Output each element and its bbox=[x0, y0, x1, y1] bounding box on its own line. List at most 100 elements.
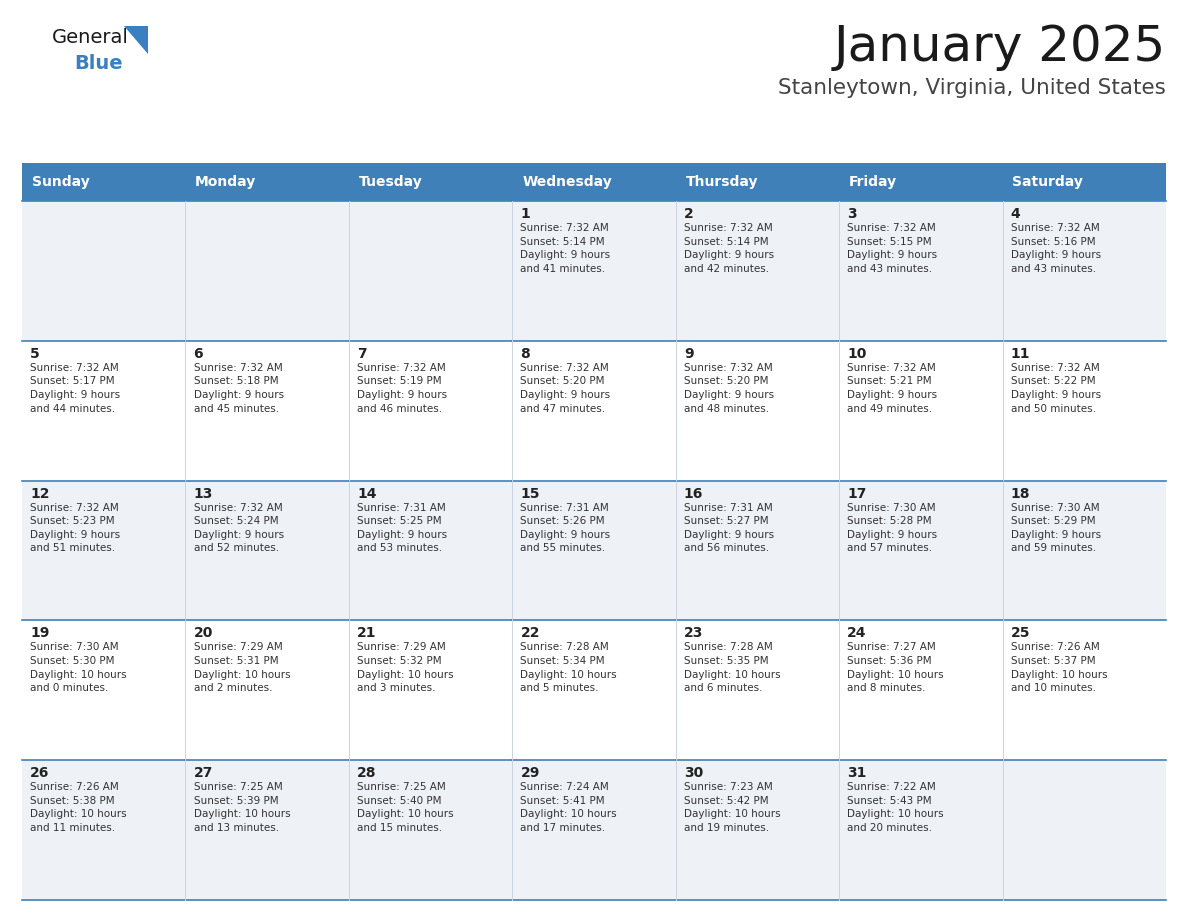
Text: 4: 4 bbox=[1011, 207, 1020, 221]
Bar bbox=[839, 621, 1003, 760]
Text: Sunrise: 7:32 AM
Sunset: 5:24 PM
Daylight: 9 hours
and 52 minutes.: Sunrise: 7:32 AM Sunset: 5:24 PM Dayligh… bbox=[194, 502, 284, 554]
Text: Sunrise: 7:29 AM
Sunset: 5:31 PM
Daylight: 10 hours
and 2 minutes.: Sunrise: 7:29 AM Sunset: 5:31 PM Dayligh… bbox=[194, 643, 290, 693]
Text: 31: 31 bbox=[847, 767, 867, 780]
Text: Sunrise: 7:28 AM
Sunset: 5:34 PM
Daylight: 10 hours
and 5 minutes.: Sunrise: 7:28 AM Sunset: 5:34 PM Dayligh… bbox=[520, 643, 617, 693]
Text: Sunrise: 7:32 AM
Sunset: 5:18 PM
Daylight: 9 hours
and 45 minutes.: Sunrise: 7:32 AM Sunset: 5:18 PM Dayligh… bbox=[194, 363, 284, 414]
Bar bbox=[512, 341, 676, 481]
Text: 1: 1 bbox=[520, 207, 530, 221]
Text: Sunrise: 7:32 AM
Sunset: 5:14 PM
Daylight: 9 hours
and 41 minutes.: Sunrise: 7:32 AM Sunset: 5:14 PM Dayligh… bbox=[520, 223, 611, 274]
Bar bbox=[839, 481, 1003, 621]
Text: 22: 22 bbox=[520, 626, 541, 641]
Bar bbox=[512, 163, 676, 201]
Text: 11: 11 bbox=[1011, 347, 1030, 361]
Text: Sunrise: 7:30 AM
Sunset: 5:28 PM
Daylight: 9 hours
and 57 minutes.: Sunrise: 7:30 AM Sunset: 5:28 PM Dayligh… bbox=[847, 502, 937, 554]
Bar bbox=[349, 481, 512, 621]
Bar bbox=[185, 163, 349, 201]
Bar bbox=[1003, 760, 1165, 900]
Text: 16: 16 bbox=[684, 487, 703, 500]
Bar bbox=[676, 481, 839, 621]
Bar bbox=[1003, 481, 1165, 621]
Bar bbox=[349, 201, 512, 341]
Text: Sunrise: 7:27 AM
Sunset: 5:36 PM
Daylight: 10 hours
and 8 minutes.: Sunrise: 7:27 AM Sunset: 5:36 PM Dayligh… bbox=[847, 643, 944, 693]
Text: January 2025: January 2025 bbox=[834, 23, 1165, 71]
Text: 18: 18 bbox=[1011, 487, 1030, 500]
Text: 7: 7 bbox=[358, 347, 367, 361]
Text: 6: 6 bbox=[194, 347, 203, 361]
Bar bbox=[676, 201, 839, 341]
Text: 3: 3 bbox=[847, 207, 857, 221]
Text: 29: 29 bbox=[520, 767, 539, 780]
Bar bbox=[839, 760, 1003, 900]
Text: 9: 9 bbox=[684, 347, 694, 361]
Bar bbox=[23, 760, 185, 900]
Bar bbox=[185, 760, 349, 900]
Text: Sunrise: 7:24 AM
Sunset: 5:41 PM
Daylight: 10 hours
and 17 minutes.: Sunrise: 7:24 AM Sunset: 5:41 PM Dayligh… bbox=[520, 782, 617, 833]
Text: Sunrise: 7:30 AM
Sunset: 5:30 PM
Daylight: 10 hours
and 0 minutes.: Sunrise: 7:30 AM Sunset: 5:30 PM Dayligh… bbox=[30, 643, 127, 693]
Text: Sunrise: 7:32 AM
Sunset: 5:23 PM
Daylight: 9 hours
and 51 minutes.: Sunrise: 7:32 AM Sunset: 5:23 PM Dayligh… bbox=[30, 502, 120, 554]
Text: 15: 15 bbox=[520, 487, 541, 500]
Text: Sunrise: 7:32 AM
Sunset: 5:17 PM
Daylight: 9 hours
and 44 minutes.: Sunrise: 7:32 AM Sunset: 5:17 PM Dayligh… bbox=[30, 363, 120, 414]
Polygon shape bbox=[124, 26, 148, 54]
Text: Sunrise: 7:32 AM
Sunset: 5:22 PM
Daylight: 9 hours
and 50 minutes.: Sunrise: 7:32 AM Sunset: 5:22 PM Dayligh… bbox=[1011, 363, 1101, 414]
Text: 28: 28 bbox=[358, 767, 377, 780]
Text: 2: 2 bbox=[684, 207, 694, 221]
Text: Sunday: Sunday bbox=[32, 175, 89, 189]
Text: Sunrise: 7:32 AM
Sunset: 5:14 PM
Daylight: 9 hours
and 42 minutes.: Sunrise: 7:32 AM Sunset: 5:14 PM Dayligh… bbox=[684, 223, 775, 274]
Text: Blue: Blue bbox=[74, 54, 122, 73]
Text: 10: 10 bbox=[847, 347, 867, 361]
Text: 21: 21 bbox=[358, 626, 377, 641]
Text: General: General bbox=[52, 28, 128, 47]
Text: Monday: Monday bbox=[195, 175, 257, 189]
Text: Wednesday: Wednesday bbox=[522, 175, 612, 189]
Bar bbox=[1003, 341, 1165, 481]
Text: Sunrise: 7:31 AM
Sunset: 5:25 PM
Daylight: 9 hours
and 53 minutes.: Sunrise: 7:31 AM Sunset: 5:25 PM Dayligh… bbox=[358, 502, 447, 554]
Bar bbox=[1003, 163, 1165, 201]
Bar bbox=[23, 621, 185, 760]
Text: Thursday: Thursday bbox=[685, 175, 758, 189]
Bar bbox=[185, 621, 349, 760]
Bar bbox=[23, 163, 185, 201]
Text: Sunrise: 7:25 AM
Sunset: 5:39 PM
Daylight: 10 hours
and 13 minutes.: Sunrise: 7:25 AM Sunset: 5:39 PM Dayligh… bbox=[194, 782, 290, 833]
Text: 14: 14 bbox=[358, 487, 377, 500]
Bar bbox=[1003, 201, 1165, 341]
Text: Sunrise: 7:32 AM
Sunset: 5:21 PM
Daylight: 9 hours
and 49 minutes.: Sunrise: 7:32 AM Sunset: 5:21 PM Dayligh… bbox=[847, 363, 937, 414]
Text: Sunrise: 7:25 AM
Sunset: 5:40 PM
Daylight: 10 hours
and 15 minutes.: Sunrise: 7:25 AM Sunset: 5:40 PM Dayligh… bbox=[358, 782, 454, 833]
Text: 20: 20 bbox=[194, 626, 213, 641]
Bar bbox=[1003, 621, 1165, 760]
Text: 26: 26 bbox=[30, 767, 50, 780]
Text: Sunrise: 7:31 AM
Sunset: 5:26 PM
Daylight: 9 hours
and 55 minutes.: Sunrise: 7:31 AM Sunset: 5:26 PM Dayligh… bbox=[520, 502, 611, 554]
Text: Friday: Friday bbox=[849, 175, 897, 189]
Text: Sunrise: 7:29 AM
Sunset: 5:32 PM
Daylight: 10 hours
and 3 minutes.: Sunrise: 7:29 AM Sunset: 5:32 PM Dayligh… bbox=[358, 643, 454, 693]
Text: 30: 30 bbox=[684, 767, 703, 780]
Text: 24: 24 bbox=[847, 626, 867, 641]
Bar bbox=[839, 163, 1003, 201]
Text: Sunrise: 7:23 AM
Sunset: 5:42 PM
Daylight: 10 hours
and 19 minutes.: Sunrise: 7:23 AM Sunset: 5:42 PM Dayligh… bbox=[684, 782, 781, 833]
Bar bbox=[349, 341, 512, 481]
Bar bbox=[676, 341, 839, 481]
Text: 17: 17 bbox=[847, 487, 867, 500]
Text: 23: 23 bbox=[684, 626, 703, 641]
Bar bbox=[185, 201, 349, 341]
Text: Sunrise: 7:32 AM
Sunset: 5:15 PM
Daylight: 9 hours
and 43 minutes.: Sunrise: 7:32 AM Sunset: 5:15 PM Dayligh… bbox=[847, 223, 937, 274]
Text: 25: 25 bbox=[1011, 626, 1030, 641]
Bar bbox=[676, 760, 839, 900]
Bar bbox=[512, 201, 676, 341]
Text: Sunrise: 7:32 AM
Sunset: 5:20 PM
Daylight: 9 hours
and 47 minutes.: Sunrise: 7:32 AM Sunset: 5:20 PM Dayligh… bbox=[520, 363, 611, 414]
Text: 8: 8 bbox=[520, 347, 530, 361]
Text: Sunrise: 7:32 AM
Sunset: 5:19 PM
Daylight: 9 hours
and 46 minutes.: Sunrise: 7:32 AM Sunset: 5:19 PM Dayligh… bbox=[358, 363, 447, 414]
Text: Sunrise: 7:26 AM
Sunset: 5:37 PM
Daylight: 10 hours
and 10 minutes.: Sunrise: 7:26 AM Sunset: 5:37 PM Dayligh… bbox=[1011, 643, 1107, 693]
Bar bbox=[185, 341, 349, 481]
Bar bbox=[676, 621, 839, 760]
Text: Sunrise: 7:32 AM
Sunset: 5:20 PM
Daylight: 9 hours
and 48 minutes.: Sunrise: 7:32 AM Sunset: 5:20 PM Dayligh… bbox=[684, 363, 775, 414]
Bar bbox=[185, 481, 349, 621]
Bar bbox=[512, 621, 676, 760]
Text: 27: 27 bbox=[194, 767, 213, 780]
Text: 12: 12 bbox=[30, 487, 50, 500]
Bar bbox=[839, 341, 1003, 481]
Text: Sunrise: 7:28 AM
Sunset: 5:35 PM
Daylight: 10 hours
and 6 minutes.: Sunrise: 7:28 AM Sunset: 5:35 PM Dayligh… bbox=[684, 643, 781, 693]
Text: Sunrise: 7:26 AM
Sunset: 5:38 PM
Daylight: 10 hours
and 11 minutes.: Sunrise: 7:26 AM Sunset: 5:38 PM Dayligh… bbox=[30, 782, 127, 833]
Text: 13: 13 bbox=[194, 487, 213, 500]
Bar bbox=[23, 341, 185, 481]
Bar bbox=[676, 163, 839, 201]
Text: Sunrise: 7:31 AM
Sunset: 5:27 PM
Daylight: 9 hours
and 56 minutes.: Sunrise: 7:31 AM Sunset: 5:27 PM Dayligh… bbox=[684, 502, 775, 554]
